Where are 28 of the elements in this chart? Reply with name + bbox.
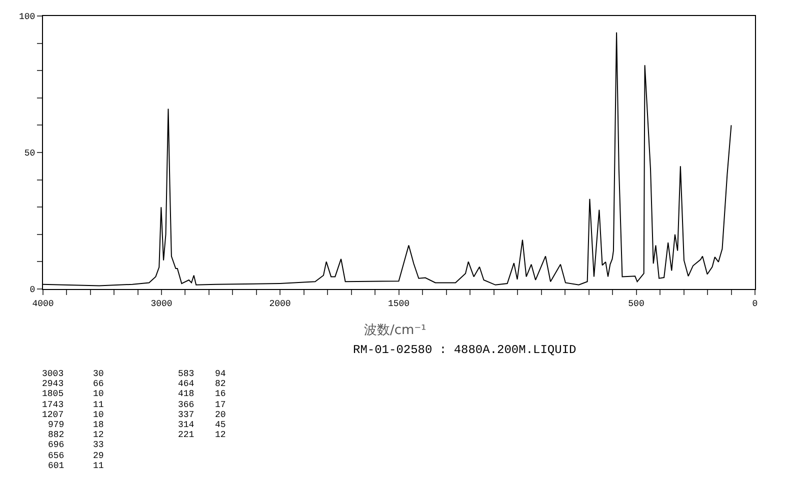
- y-tick-label: 0: [30, 285, 36, 296]
- text: 418 16: [178, 389, 226, 399]
- text: 3003 30: [42, 369, 104, 379]
- text: 882 12: [48, 430, 104, 440]
- text: 337 20: [178, 410, 226, 420]
- text: 601 11: [48, 461, 104, 471]
- text: 366 17: [178, 400, 226, 410]
- text: 979 18: [48, 420, 104, 430]
- x-axis-title: 波数/cm⁻¹: [364, 323, 426, 338]
- x-tick-label: 4000: [32, 298, 54, 309]
- text: 314 45: [178, 420, 226, 430]
- text: 1207 10: [42, 410, 104, 420]
- text: 1743 11: [42, 400, 104, 410]
- y-tick-label: 50: [24, 148, 36, 159]
- text: 656 29: [48, 451, 104, 461]
- text: 1805 10: [42, 389, 104, 399]
- x-tick-label: 500: [628, 298, 644, 309]
- text: 2943 66: [42, 379, 104, 389]
- text: 221 12: [178, 430, 226, 440]
- text: 696 33: [48, 440, 104, 450]
- x-tick-label: 3000: [150, 298, 172, 309]
- text: 583 94: [178, 369, 226, 379]
- x-tick-label: 0: [752, 298, 758, 309]
- text: RM-01-02580 : 4880A.200M.LIQUID: [353, 343, 576, 357]
- text: 464 82: [178, 379, 226, 389]
- x-tick-label: 1500: [388, 298, 410, 309]
- y-tick-label: 100: [18, 12, 36, 22]
- x-tick-label: 2000: [269, 298, 291, 309]
